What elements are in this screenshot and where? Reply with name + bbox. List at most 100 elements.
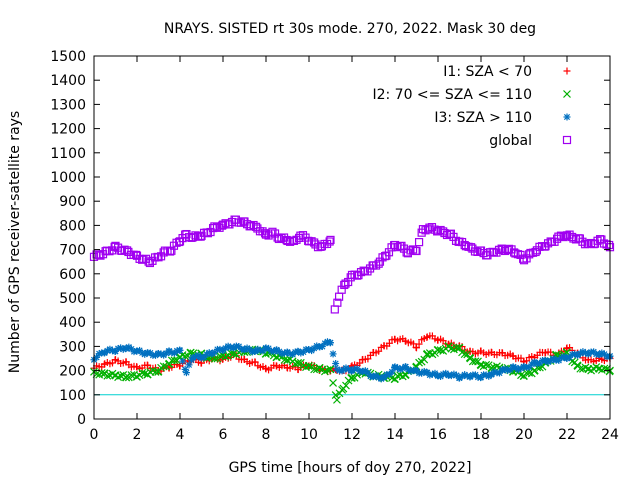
data-point <box>176 346 184 354</box>
data-point <box>251 358 259 366</box>
data-point <box>452 343 461 352</box>
data-point <box>154 253 163 262</box>
x-tick-label: 22 <box>558 427 576 443</box>
data-point <box>329 378 338 387</box>
data-point <box>332 359 340 367</box>
data-point <box>375 347 383 355</box>
data-point <box>412 246 421 256</box>
data-point <box>122 373 131 382</box>
axes: 0 2 4 6 8 10 12 14 16 18 20 22 240100200300400500600… <box>50 49 619 443</box>
data-point <box>341 279 350 288</box>
data-point <box>317 242 326 251</box>
y-axis-label: Number of GPS receiver-satellite rays <box>7 111 23 373</box>
data-point <box>406 246 415 255</box>
data-point <box>145 258 154 268</box>
data-point <box>170 356 179 365</box>
data-point <box>420 355 429 364</box>
data-point <box>116 371 125 380</box>
data-point <box>330 305 339 314</box>
x-tick-label: 10 <box>300 427 318 443</box>
data-point <box>326 365 335 374</box>
data-point <box>96 251 105 260</box>
data-point <box>460 350 469 359</box>
legend-marker <box>562 135 572 145</box>
x-tick-label: 14 <box>386 427 404 443</box>
data-point <box>229 349 238 358</box>
series-3 <box>90 338 614 383</box>
data-point <box>191 231 200 240</box>
data-point <box>274 234 283 244</box>
data-point <box>556 231 566 240</box>
legend-marker <box>563 113 571 121</box>
data-point <box>159 362 168 371</box>
data-point <box>254 345 262 353</box>
data-point <box>576 364 585 373</box>
y-tick-label: 100 <box>59 388 86 404</box>
data-point <box>535 242 544 251</box>
data-point <box>348 373 356 382</box>
data-point <box>127 371 136 379</box>
data-point <box>428 350 437 359</box>
y-tick-label: 900 <box>59 194 86 210</box>
series-4 <box>89 215 615 314</box>
data-point <box>240 217 249 226</box>
data-point <box>188 233 197 242</box>
data-point <box>388 368 396 376</box>
x-tick-label: 8 <box>262 427 271 443</box>
data-point <box>476 246 486 255</box>
data-point <box>415 358 424 367</box>
y-tick-label: 600 <box>59 267 86 283</box>
y-tick-label: 300 <box>59 339 86 355</box>
data-point <box>363 267 372 276</box>
x-tick-label: 12 <box>343 427 361 443</box>
data-point <box>391 363 399 371</box>
data-point <box>329 350 337 358</box>
y-tick-label: 400 <box>59 315 86 331</box>
data-point <box>385 339 393 347</box>
data-point <box>402 363 410 371</box>
data-point <box>554 232 563 241</box>
y-tick-label: 700 <box>59 243 86 259</box>
data-point <box>342 381 350 390</box>
data-point <box>105 247 114 256</box>
data-point <box>253 224 262 233</box>
x-tick-label: 6 <box>219 427 228 443</box>
x-tick-label: 2 <box>133 427 142 443</box>
data-point <box>519 256 529 265</box>
y-tick-label: 200 <box>59 364 86 380</box>
legend-marker <box>563 90 571 98</box>
x-axis-label: GPS time [hours of doy 270, 2022] <box>229 460 472 476</box>
y-tick-label: 800 <box>59 218 86 234</box>
y-tick-label: 0 <box>77 412 86 428</box>
data-point <box>203 229 213 238</box>
data-point <box>138 368 147 377</box>
legend-label: I1: SZA < 70 <box>443 64 532 80</box>
y-tick-label: 1500 <box>50 49 86 65</box>
data-point <box>471 357 480 366</box>
y-tick-label: 1200 <box>50 122 86 138</box>
data-point <box>327 339 334 347</box>
data-point <box>326 235 335 245</box>
data-point <box>541 242 550 251</box>
data-point <box>179 357 187 365</box>
data-point <box>103 371 112 380</box>
data-point <box>298 231 308 240</box>
data-point <box>212 222 222 231</box>
y-tick-label: 1000 <box>50 170 86 186</box>
data-point <box>375 257 385 266</box>
data-point <box>384 248 394 257</box>
data-point <box>578 237 587 246</box>
data-point <box>511 249 520 258</box>
data-point <box>305 361 313 370</box>
data-point <box>333 395 341 404</box>
x-tick-label: 0 <box>90 427 99 443</box>
x-tick-label: 16 <box>429 427 447 443</box>
legend-label: I3: SZA > 110 <box>434 110 532 126</box>
x-tick-label: 20 <box>515 427 533 443</box>
data-point <box>310 365 319 374</box>
data-point <box>415 340 423 348</box>
legend-marker <box>563 67 571 75</box>
data-point <box>364 355 372 363</box>
data-point <box>268 227 277 236</box>
